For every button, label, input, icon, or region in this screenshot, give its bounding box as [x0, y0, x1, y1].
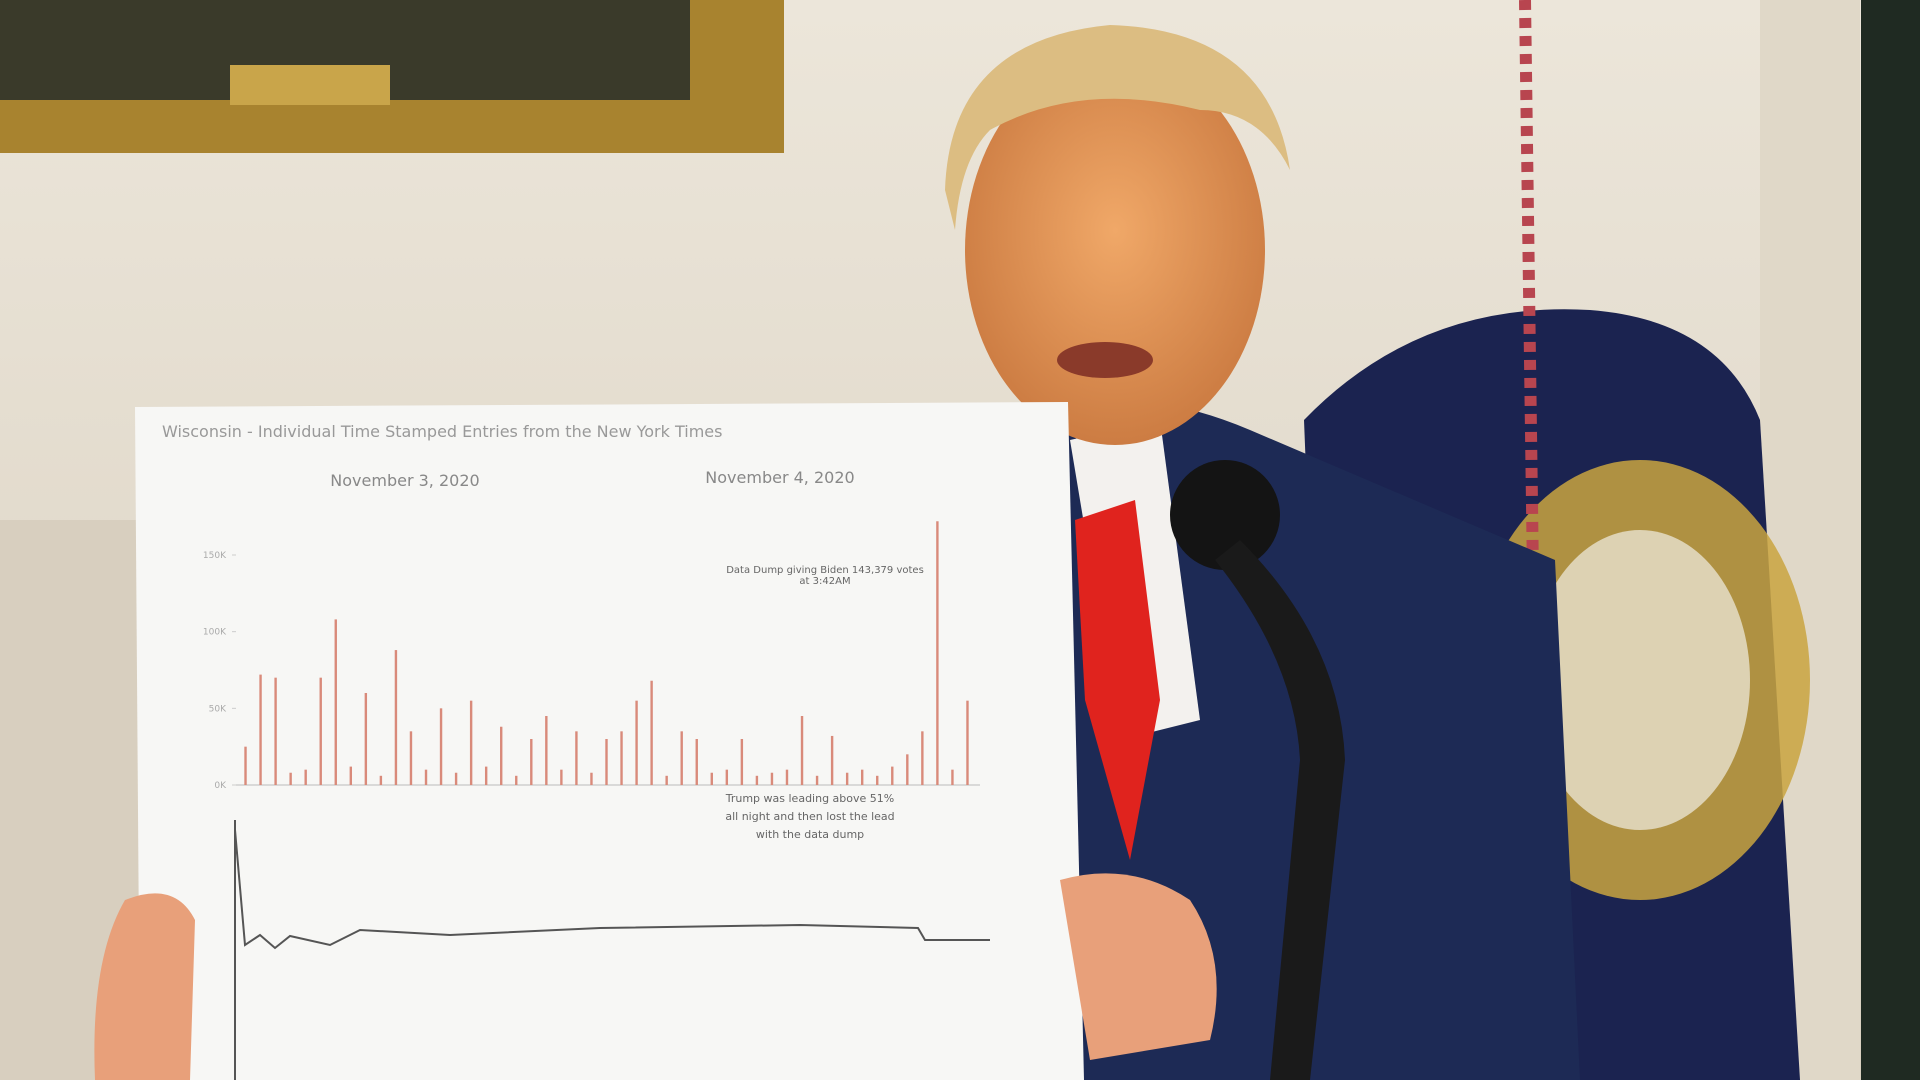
bar: [635, 700, 638, 785]
left-hand: [94, 893, 195, 1080]
bar: [545, 716, 548, 785]
bar: [906, 754, 909, 785]
sign-paper: [135, 402, 1084, 1080]
annotation: Trump was leading above 51% all night an…: [725, 792, 895, 841]
bar: [815, 775, 819, 785]
bar: [319, 677, 322, 785]
bar: [379, 775, 383, 785]
bar: [710, 772, 713, 785]
y-tick-label: 100K: [203, 628, 227, 638]
bar: [469, 700, 473, 785]
y-tick-label: 50K: [209, 704, 227, 714]
bar: [409, 731, 413, 785]
bar: [755, 775, 759, 785]
hair: [945, 25, 1290, 230]
annotation-text: Data Dump giving Biden 143,379 votes at …: [726, 565, 924, 587]
bar: [484, 766, 488, 785]
y-tick-label: 150K: [203, 551, 227, 561]
bar: [680, 731, 683, 785]
bar: [530, 739, 533, 785]
bar: [334, 619, 337, 785]
bar: [650, 680, 653, 785]
bar: [620, 731, 623, 785]
bar: [259, 674, 262, 785]
bar-chart: 0K 50K 100K 150K: [203, 521, 969, 791]
bar: [500, 726, 503, 785]
bar: [665, 775, 668, 785]
bar: [860, 769, 864, 785]
bar: [770, 772, 774, 785]
bar: [725, 769, 729, 785]
share-line: [234, 829, 990, 950]
bar: [921, 731, 924, 785]
bar: [590, 772, 593, 785]
right-hand: [1060, 873, 1217, 1060]
face: [965, 55, 1265, 445]
bar: [289, 772, 292, 785]
bar: [951, 769, 954, 785]
bar: [560, 769, 563, 785]
bar: [966, 700, 969, 785]
y-tick-label: 0K: [214, 781, 227, 791]
bar: [274, 677, 277, 785]
bar: [785, 769, 789, 785]
date-label: November 3, 2020: [330, 471, 479, 490]
bar: [936, 521, 939, 785]
bar: [364, 693, 368, 785]
bar: [845, 772, 849, 785]
bar: [830, 735, 834, 785]
tie: [1075, 500, 1160, 860]
seal-center: [1530, 530, 1750, 830]
bar: [304, 769, 307, 785]
bar: [515, 775, 518, 785]
curtain: [1861, 0, 1920, 1080]
date-label: November 4, 2020: [705, 468, 854, 487]
mic-stand: [1215, 540, 1345, 1080]
bar: [454, 772, 458, 785]
annotation-text: Trump was leading above 51% all night an…: [725, 792, 895, 841]
plaque: [230, 65, 390, 105]
mouth: [1057, 342, 1153, 378]
bar: [244, 746, 247, 785]
annotation: Data Dump giving Biden 143,379 votes at …: [726, 565, 924, 587]
bar: [740, 739, 744, 785]
microphone: [1170, 460, 1280, 570]
bar: [394, 650, 398, 785]
bar: [349, 766, 353, 785]
bar: [891, 766, 894, 785]
bar: [575, 731, 578, 785]
bar: [800, 716, 804, 785]
bar: [424, 769, 428, 785]
bar: [695, 739, 698, 785]
sign-title: Wisconsin - Individual Time Stamped Entr…: [162, 422, 722, 441]
bar: [605, 739, 608, 785]
bar: [439, 708, 443, 785]
bar: [876, 775, 879, 785]
